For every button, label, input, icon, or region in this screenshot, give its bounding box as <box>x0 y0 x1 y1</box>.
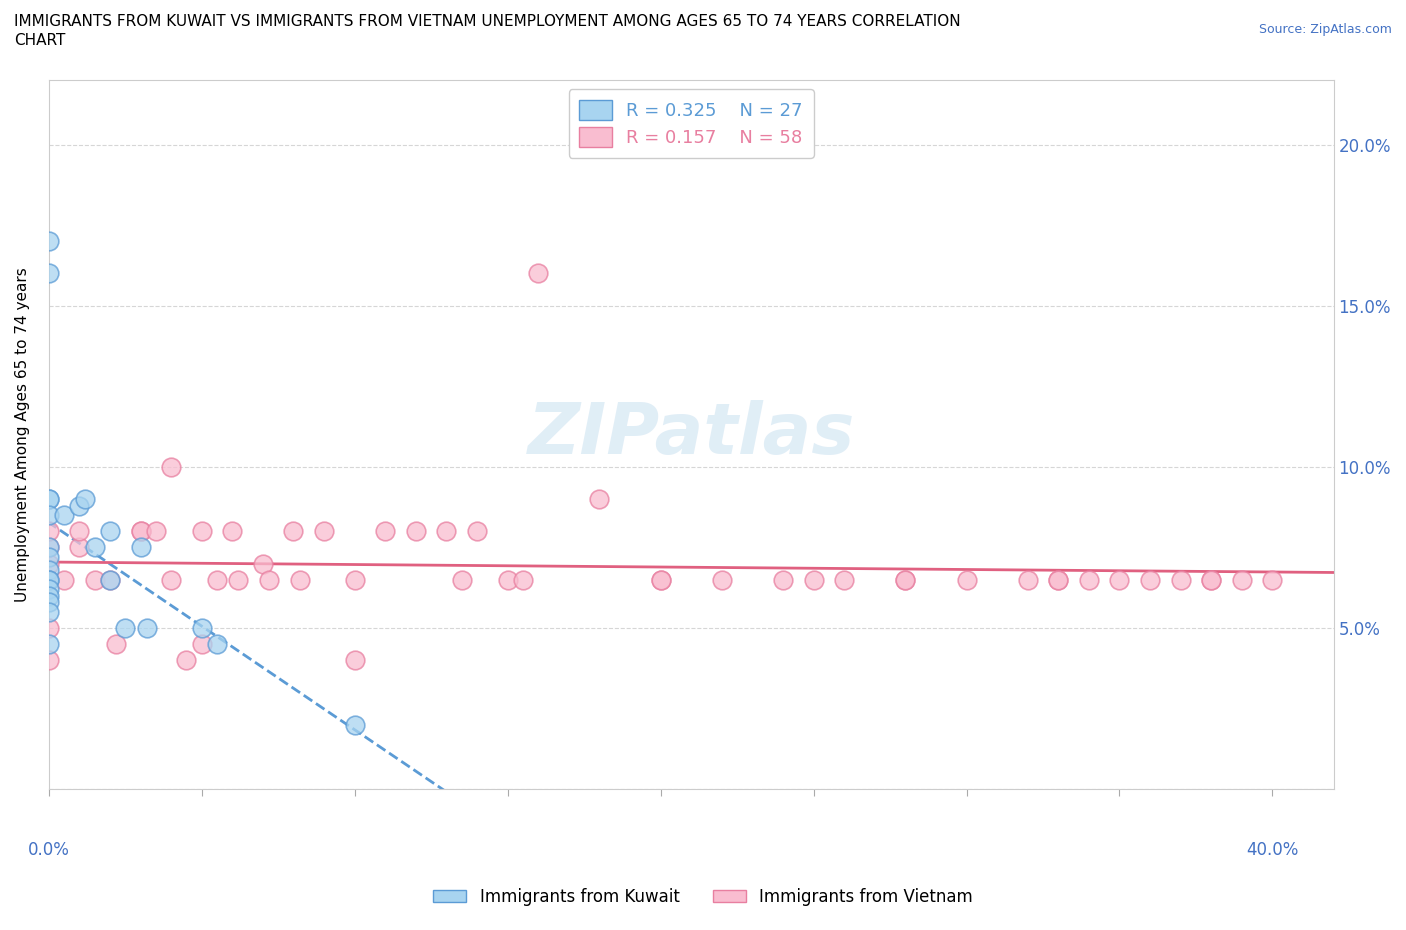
Point <box>1047 572 1070 587</box>
Point <box>38 620 60 635</box>
Point <box>105 637 128 652</box>
Text: 0.0%: 0.0% <box>28 841 70 858</box>
Point <box>374 524 396 538</box>
Point <box>588 492 610 507</box>
Point <box>98 572 121 587</box>
Point <box>83 572 105 587</box>
Point <box>98 572 121 587</box>
Point <box>38 266 60 281</box>
Point <box>160 572 183 587</box>
Point <box>343 572 366 587</box>
Point <box>38 540 60 555</box>
Point <box>38 492 60 507</box>
Point <box>450 572 472 587</box>
Point <box>1108 572 1130 587</box>
Point <box>205 572 228 587</box>
Point <box>1139 572 1161 587</box>
Point <box>257 572 280 587</box>
Point <box>1017 572 1039 587</box>
Point <box>160 459 183 474</box>
Point <box>343 717 366 732</box>
Point <box>512 572 534 587</box>
Point <box>288 572 311 587</box>
Point <box>283 524 305 538</box>
Point <box>1170 572 1192 587</box>
Point <box>527 266 550 281</box>
Point <box>38 637 60 652</box>
Point <box>129 524 152 538</box>
Point <box>135 620 157 635</box>
Point <box>221 524 243 538</box>
Point <box>38 524 60 538</box>
Point <box>38 582 60 597</box>
Point <box>205 637 228 652</box>
Text: Source: ZipAtlas.com: Source: ZipAtlas.com <box>1258 23 1392 36</box>
Point <box>38 233 60 248</box>
Point <box>1230 572 1253 587</box>
Point <box>710 572 733 587</box>
Y-axis label: Unemployment Among Ages 65 to 74 years: Unemployment Among Ages 65 to 74 years <box>15 267 30 602</box>
Point <box>38 563 60 578</box>
Point <box>1199 572 1222 587</box>
Point <box>38 589 60 604</box>
Point <box>1261 572 1284 587</box>
Point <box>53 508 76 523</box>
Point <box>343 653 366 668</box>
Legend: R = 0.325    N = 27, R = 0.157    N = 58: R = 0.325 N = 27, R = 0.157 N = 58 <box>568 89 814 158</box>
Point <box>38 550 60 565</box>
Point <box>38 556 60 571</box>
Point <box>114 620 136 635</box>
Point <box>38 492 60 507</box>
Point <box>405 524 427 538</box>
Point <box>129 540 152 555</box>
Point <box>38 540 60 555</box>
Point <box>67 540 90 555</box>
Point <box>314 524 336 538</box>
Text: IMMIGRANTS FROM KUWAIT VS IMMIGRANTS FROM VIETNAM UNEMPLOYMENT AMONG AGES 65 TO : IMMIGRANTS FROM KUWAIT VS IMMIGRANTS FRO… <box>14 14 960 29</box>
Point <box>38 604 60 619</box>
Point <box>496 572 519 587</box>
Point <box>436 524 458 538</box>
Point <box>1077 572 1099 587</box>
Point <box>190 620 212 635</box>
Legend: Immigrants from Kuwait, Immigrants from Vietnam: Immigrants from Kuwait, Immigrants from … <box>426 881 980 912</box>
Point <box>650 572 672 587</box>
Point <box>38 595 60 610</box>
Point <box>67 524 90 538</box>
Text: 40.0%: 40.0% <box>1246 841 1299 858</box>
Point <box>75 492 97 507</box>
Point <box>190 637 212 652</box>
Point <box>145 524 167 538</box>
Point <box>176 653 198 668</box>
Point <box>465 524 488 538</box>
Point <box>67 498 90 513</box>
Point <box>803 572 825 587</box>
Point <box>53 572 76 587</box>
Point <box>38 572 60 587</box>
Point <box>129 524 152 538</box>
Point <box>772 572 794 587</box>
Point <box>190 524 212 538</box>
Point <box>38 508 60 523</box>
Point <box>228 572 250 587</box>
Point <box>38 653 60 668</box>
Point <box>650 572 672 587</box>
Point <box>1199 572 1222 587</box>
Point <box>38 572 60 587</box>
Text: ZIPatlas: ZIPatlas <box>527 400 855 469</box>
Point <box>955 572 977 587</box>
Point <box>83 540 105 555</box>
Point <box>894 572 917 587</box>
Text: CHART: CHART <box>14 33 66 47</box>
Point <box>98 524 121 538</box>
Point <box>894 572 917 587</box>
Point <box>832 572 855 587</box>
Point <box>252 556 274 571</box>
Point <box>1047 572 1070 587</box>
